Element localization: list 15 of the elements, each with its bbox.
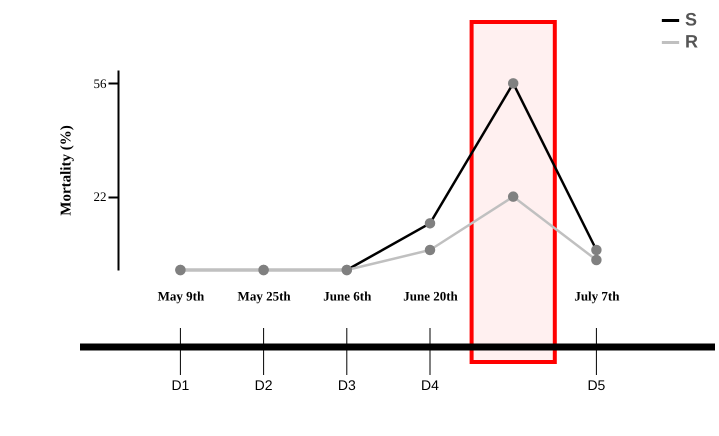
x-tick-label: May 9th	[158, 288, 205, 304]
y-axis-title: Mortality (%)	[58, 125, 74, 216]
text: D3	[338, 377, 356, 393]
y-tick-label: 22	[94, 189, 106, 204]
legend-label: S	[685, 10, 698, 30]
x-tick-label: June 20th	[403, 288, 459, 304]
text: D1	[171, 377, 190, 393]
x-tick-label: May 25th	[238, 288, 292, 304]
y-tick-label: 56	[94, 76, 107, 91]
x-tick-label: June 6th	[323, 288, 372, 304]
text: D2	[254, 377, 273, 393]
text: D4	[421, 377, 440, 393]
legend-label: R	[685, 32, 698, 52]
text: D5	[587, 377, 606, 393]
x-tick-label: July 7th	[574, 288, 620, 304]
